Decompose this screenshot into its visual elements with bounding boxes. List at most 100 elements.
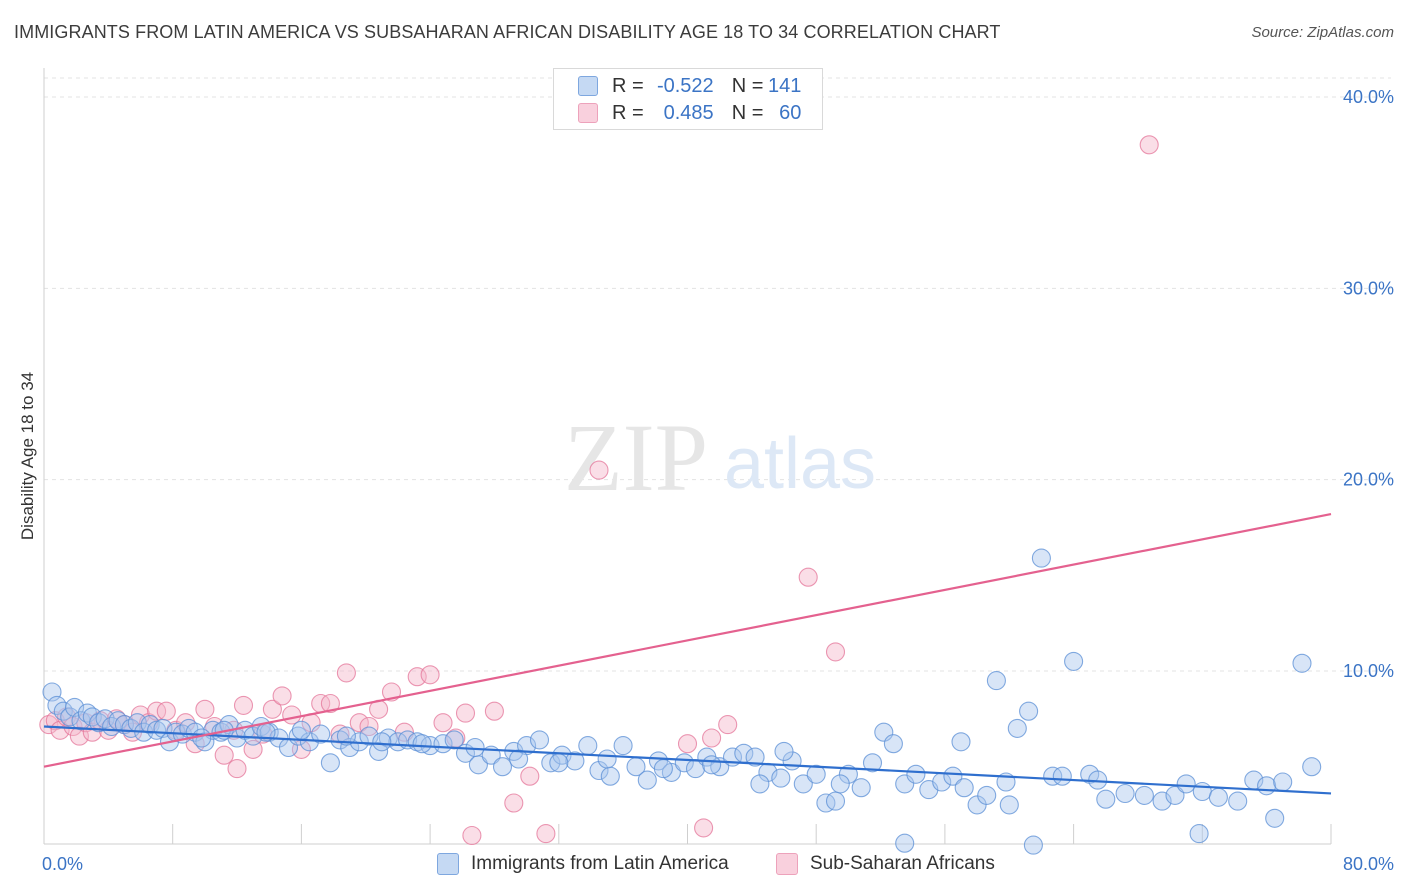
bottom-legend-subsaharan: Sub-Saharan Africans <box>776 852 995 876</box>
point-latin-america <box>412 734 432 754</box>
point-latin-america <box>906 764 926 784</box>
legend-swatch-latin-america <box>578 76 598 96</box>
point-latin-america <box>336 726 356 746</box>
bottom-legend-swatch-subsaharan <box>776 853 798 875</box>
point-latin-america <box>320 753 340 773</box>
legend-n-label: N = <box>731 101 764 124</box>
point-latin-america <box>774 741 794 761</box>
legend-n-value: 141 <box>768 74 802 97</box>
point-latin-america <box>1302 757 1322 777</box>
point-subsaharan <box>504 793 524 813</box>
point-latin-america <box>388 732 408 752</box>
trend-line-subsaharan <box>43 513 1332 768</box>
point-latin-america <box>838 764 858 784</box>
legend-swatch-subsaharan <box>578 103 598 123</box>
point-latin-america <box>806 764 826 784</box>
point-subsaharan <box>262 699 282 719</box>
point-subsaharan <box>214 745 234 765</box>
trend-line-latin-america <box>43 725 1332 795</box>
point-subsaharan <box>536 824 556 844</box>
point-latin-america <box>951 732 971 752</box>
point-latin-america <box>750 774 770 794</box>
point-subsaharan <box>1139 135 1159 155</box>
legend-row-subsaharan: R = 0.485 N = 60 <box>578 101 801 125</box>
bottom-legend-label: Immigrants from Latin America <box>471 853 729 874</box>
point-latin-america <box>1043 766 1063 786</box>
x-tick-label: 0.0% <box>42 854 83 874</box>
point-latin-america <box>1257 776 1277 796</box>
point-latin-america <box>830 774 850 794</box>
point-subsaharan <box>589 460 609 480</box>
point-latin-america <box>943 766 963 786</box>
legend-row-latin-america: R = -0.522 N = 141 <box>578 74 801 98</box>
point-latin-america <box>549 753 569 773</box>
point-latin-america <box>1189 824 1209 844</box>
point-subsaharan <box>233 695 254 715</box>
watermark-zip: ZIP <box>564 404 708 511</box>
trend-lines <box>43 513 1332 795</box>
point-latin-america <box>1115 783 1135 804</box>
point-latin-america <box>565 751 585 771</box>
point-latin-america <box>1292 653 1312 673</box>
point-subsaharan <box>484 701 504 721</box>
point-latin-america <box>793 774 813 794</box>
bottom-legend-label: Sub-Saharan Africans <box>810 853 995 874</box>
point-latin-america <box>1192 781 1212 802</box>
axes <box>43 68 1332 845</box>
point-latin-america <box>895 774 915 794</box>
point-latin-america <box>771 768 791 788</box>
point-latin-america <box>825 791 846 811</box>
series-latin-america-points <box>42 548 1322 855</box>
point-subsaharan <box>272 686 292 706</box>
point-latin-america <box>674 753 694 773</box>
watermark: ZIP atlas <box>564 404 876 511</box>
legend-r-value: 0.485 <box>663 101 714 124</box>
point-subsaharan <box>320 693 340 714</box>
point-subsaharan <box>195 699 215 719</box>
point-latin-america <box>147 720 167 740</box>
point-latin-america <box>1096 789 1116 809</box>
legend-n-value: 60 <box>779 101 802 124</box>
point-subsaharan <box>520 766 540 786</box>
point-latin-america <box>1265 808 1285 828</box>
point-latin-america <box>597 749 617 769</box>
grid-lines <box>44 77 1391 672</box>
y-tick-label: 20.0% <box>1343 470 1394 490</box>
point-subsaharan <box>718 715 738 735</box>
point-latin-america <box>509 749 529 769</box>
point-subsaharan <box>420 665 440 685</box>
point-subsaharan <box>433 713 453 733</box>
point-latin-america <box>851 778 871 798</box>
point-subsaharan <box>156 701 176 721</box>
point-subsaharan <box>45 711 65 731</box>
point-latin-america <box>311 724 331 744</box>
watermark-atlas: atlas <box>724 424 876 504</box>
point-subsaharan <box>677 734 698 754</box>
point-latin-america <box>1052 766 1072 786</box>
point-latin-america <box>986 671 1006 691</box>
point-subsaharan <box>694 818 714 838</box>
point-latin-america <box>862 753 883 773</box>
chart-title: IMMIGRANTS FROM LATIN AMERICA VS SUBSAHA… <box>14 22 1001 42</box>
point-subsaharan <box>282 705 302 725</box>
point-latin-america <box>745 747 765 767</box>
point-subsaharan <box>336 663 356 683</box>
legend-n-label: N = <box>731 74 764 97</box>
source-label: Source: ZipAtlas.com <box>1251 24 1394 41</box>
point-latin-america <box>492 757 513 777</box>
point-subsaharan <box>359 716 379 737</box>
point-latin-america <box>1228 791 1248 811</box>
point-latin-america <box>1134 785 1154 805</box>
point-subsaharan <box>455 703 476 723</box>
tick-labels: 10.0% 20.0% 30.0% 40.0% 0.0% 80.0% <box>42 87 1394 874</box>
y-tick-label: 10.0% <box>1343 661 1394 681</box>
point-latin-america <box>1019 701 1039 721</box>
y-tick-label: 40.0% <box>1343 87 1394 107</box>
correlation-legend: R = -0.522 N = 141 R = 0.485 N = 60 <box>553 68 823 130</box>
point-latin-america <box>1208 787 1228 807</box>
point-latin-america <box>613 736 633 756</box>
bottom-legend-latin-america: Immigrants from Latin America <box>437 852 729 876</box>
point-subsaharan <box>349 713 369 733</box>
legend-r-label: R = <box>612 101 644 124</box>
point-subsaharan <box>702 728 722 748</box>
